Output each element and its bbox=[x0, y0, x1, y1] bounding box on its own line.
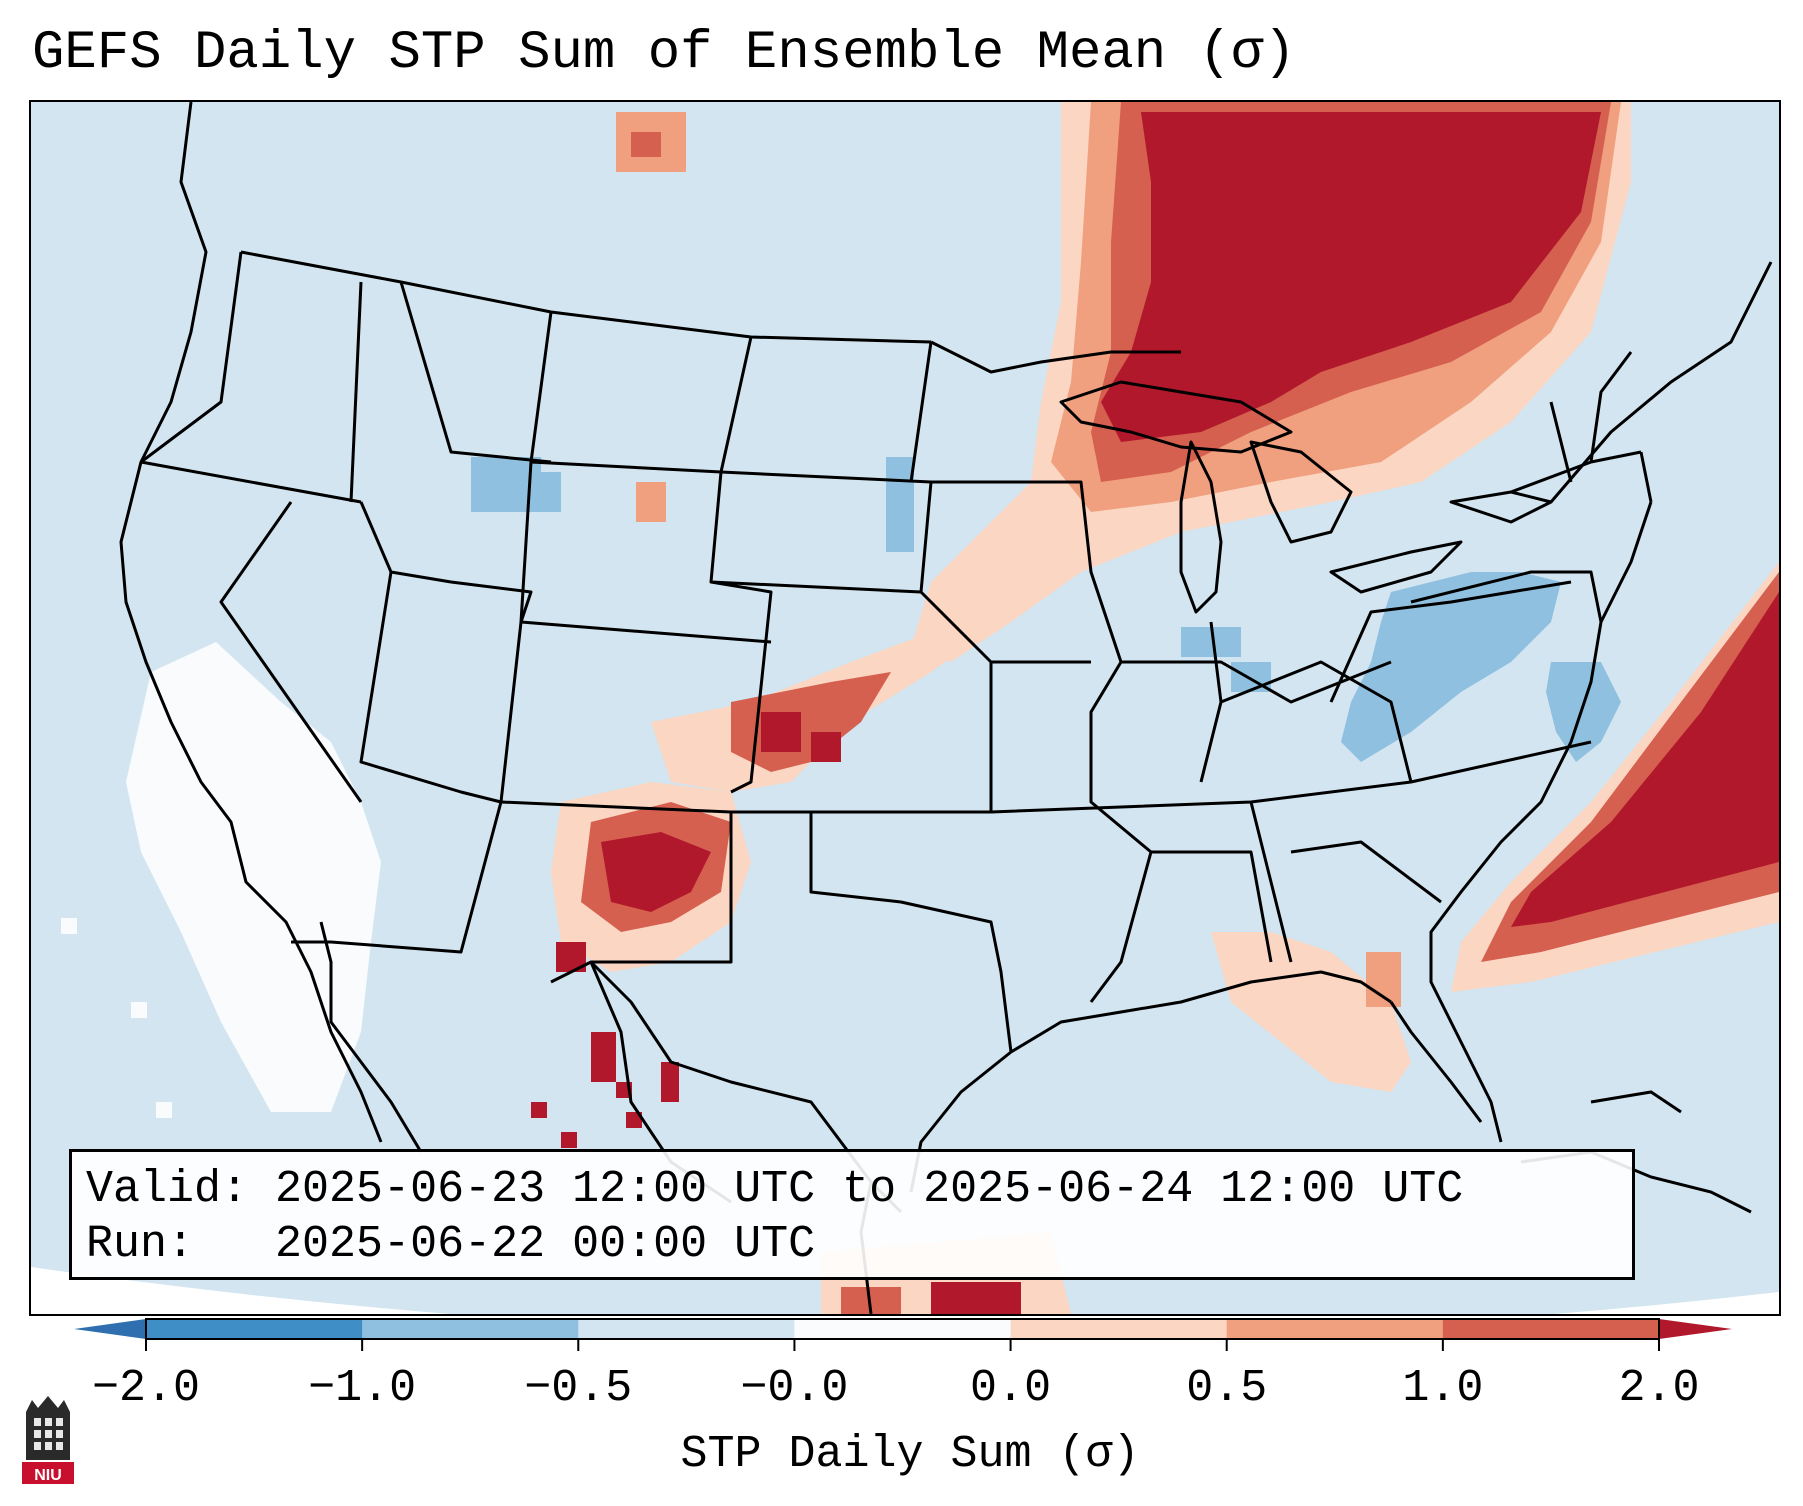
pos-region-florida bbox=[1211, 932, 1411, 1092]
near-zero-cell bbox=[156, 1102, 172, 1118]
logo-text: NIU bbox=[34, 1467, 62, 1484]
coastline-gulf bbox=[909, 970, 1392, 1193]
run-label: Run: bbox=[86, 1219, 195, 1270]
lake-superior bbox=[1059, 380, 1293, 454]
pos-region-atlantic-high bbox=[1511, 592, 1779, 927]
lake-huron bbox=[1249, 440, 1353, 544]
logo-window bbox=[45, 1418, 52, 1426]
map-panel: Valid: 2025-06-23 12:00 UTC to 2025-06-2… bbox=[29, 100, 1781, 1316]
colorbar-tick-label: −1.0 bbox=[308, 1363, 417, 1414]
valid-value: 2025-06-23 12:00 UTC to 2025-06-24 12:00… bbox=[275, 1164, 1464, 1215]
colorbar bbox=[74, 1318, 1732, 1351]
colorbar-tick-label: 0.0 bbox=[970, 1363, 1052, 1414]
pos-cell bbox=[626, 1112, 642, 1128]
logo-banner bbox=[22, 1462, 74, 1484]
lake-erie bbox=[1329, 540, 1463, 594]
colorbar-over-triangle bbox=[1659, 1319, 1732, 1339]
colorbar-label: STP Daily Sum (σ) bbox=[680, 1429, 1140, 1480]
logo-window bbox=[45, 1442, 52, 1450]
border-us-canada-east bbox=[930, 340, 1181, 374]
pos-region-nm-high bbox=[601, 832, 711, 912]
colorbar-bin bbox=[1226, 1319, 1444, 1339]
logo-window bbox=[56, 1430, 63, 1438]
colorbar-bin bbox=[578, 1319, 795, 1339]
map-canvas bbox=[31, 102, 1779, 1314]
logo-window bbox=[45, 1430, 52, 1438]
lake-michigan bbox=[1179, 440, 1223, 614]
colorbar-tick-label: −0.5 bbox=[524, 1363, 633, 1414]
pos-cell bbox=[591, 1032, 616, 1082]
run-value: 2025-06-22 00:00 UTC bbox=[275, 1219, 816, 1270]
pos-cell bbox=[561, 1132, 577, 1148]
logo-window bbox=[56, 1442, 63, 1450]
colorbar-outline bbox=[145, 1318, 1660, 1340]
colorbar-tick-label: 2.0 bbox=[1618, 1363, 1700, 1414]
logo-window bbox=[34, 1442, 41, 1450]
colorbar-tick-label: −0.0 bbox=[740, 1363, 849, 1414]
logo-window bbox=[34, 1430, 41, 1438]
colorbar-tick-label: 1.0 bbox=[1402, 1363, 1484, 1414]
colorbar-tick-label: −2.0 bbox=[91, 1363, 201, 1414]
logo-window bbox=[34, 1418, 41, 1426]
coastline-west bbox=[119, 102, 383, 1143]
neg-cell bbox=[531, 472, 561, 512]
coastline-florida-west bbox=[1389, 1001, 1483, 1123]
neg-cell bbox=[886, 472, 914, 552]
logo-tower-shape bbox=[26, 1396, 70, 1460]
pos-cell bbox=[531, 1102, 547, 1118]
pos-cell bbox=[931, 1282, 1021, 1314]
pos-cell bbox=[631, 132, 661, 157]
pos-region-canada-high bbox=[1101, 112, 1601, 442]
colorbar-bin bbox=[362, 1319, 579, 1339]
island-outline bbox=[1590, 1090, 1682, 1114]
state-borders-northeast bbox=[1510, 351, 1653, 503]
colorbar-tick-label: 0.5 bbox=[1186, 1363, 1268, 1414]
near-zero-cell bbox=[61, 918, 77, 934]
neg-region-midatlantic bbox=[1546, 662, 1621, 762]
pos-cell bbox=[761, 712, 801, 752]
pos-cell bbox=[661, 1062, 679, 1102]
state-borders-east bbox=[931, 480, 1603, 1003]
logo-window bbox=[56, 1418, 63, 1426]
chart-title: GEFS Daily STP Sum of Ensemble Mean (σ) bbox=[32, 23, 1296, 84]
neg-region-ohio-valley bbox=[1341, 572, 1561, 762]
pos-cell bbox=[811, 732, 841, 762]
colorbar-bin bbox=[1010, 1319, 1228, 1339]
valid-label: Valid: bbox=[86, 1164, 249, 1215]
stp-field bbox=[61, 102, 1779, 1314]
near-zero-cell bbox=[131, 1002, 147, 1018]
niu-logo-icon: NIU bbox=[22, 1396, 74, 1484]
colorbar-bin bbox=[146, 1319, 363, 1339]
colorbar-bin bbox=[794, 1319, 1012, 1339]
valid-run-info-box: Valid: 2025-06-23 12:00 UTC to 2025-06-2… bbox=[69, 1149, 1635, 1280]
map-boundaries bbox=[119, 102, 1773, 1314]
colorbar-under-triangle bbox=[74, 1319, 146, 1339]
pos-cell bbox=[636, 482, 666, 522]
coastline-baja bbox=[319, 921, 423, 1153]
colorbar-bin bbox=[1442, 1319, 1660, 1339]
